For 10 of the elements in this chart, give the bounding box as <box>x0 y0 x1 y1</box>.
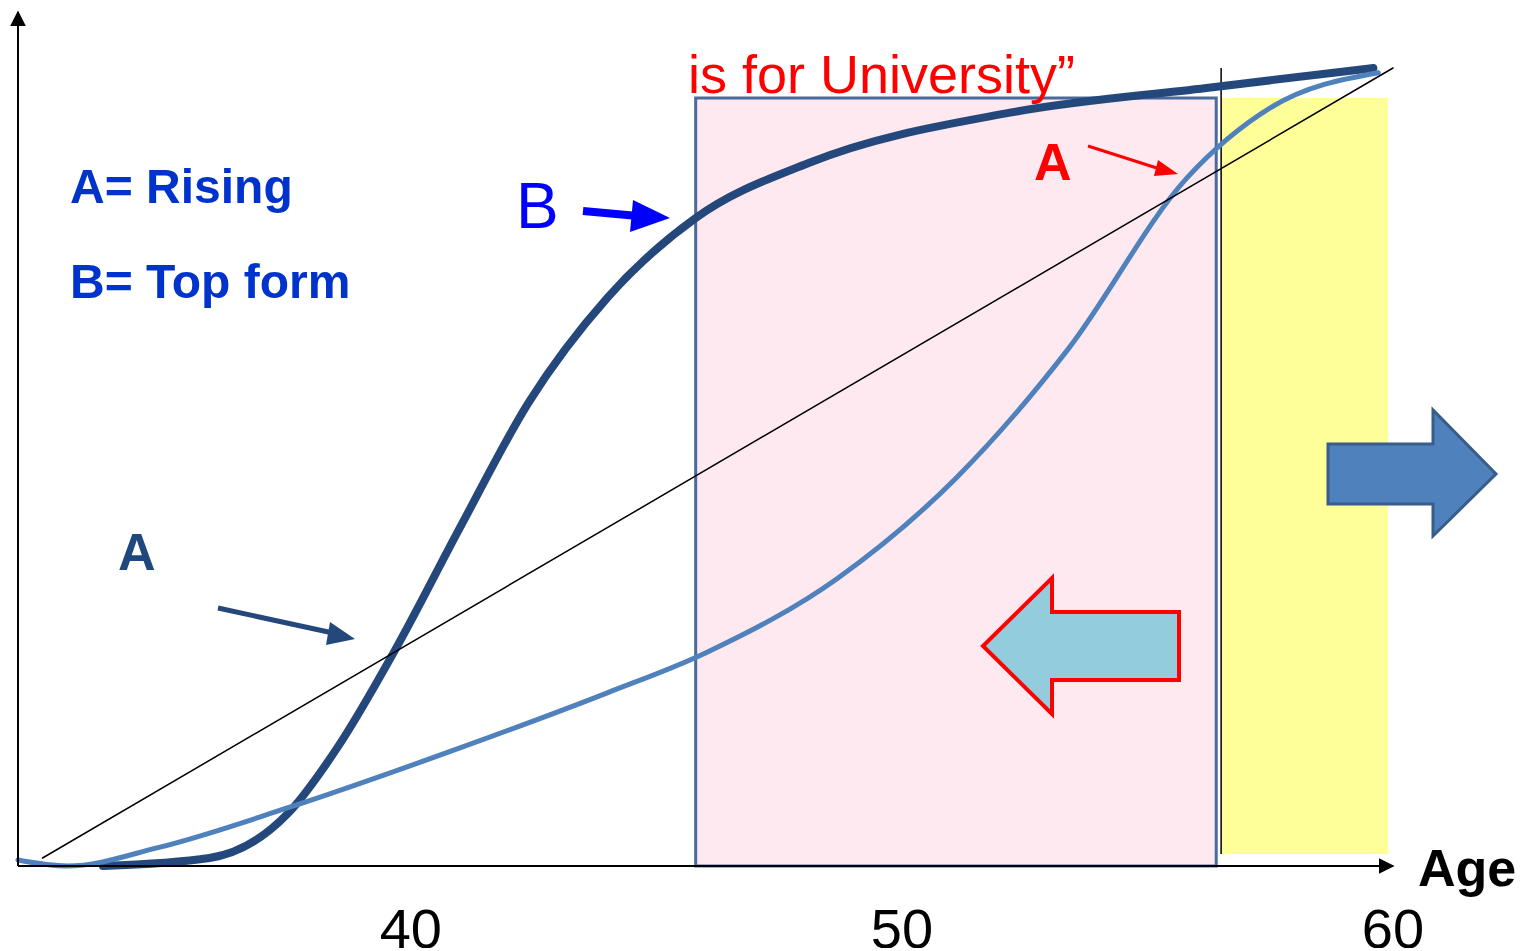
annotation: is for University” <box>688 44 1076 104</box>
x-tick-label: 60 <box>1361 897 1425 951</box>
annotation: A= Rising <box>70 160 293 213</box>
annotation: A <box>1034 133 1072 191</box>
x-tick-label: 50 <box>870 897 934 951</box>
annotation: B <box>516 170 559 242</box>
annotation: A <box>118 523 156 581</box>
x-tick-label: 40 <box>379 897 443 951</box>
x-axis-title: Age <box>1418 839 1517 897</box>
annotation: B= Top form <box>70 255 351 308</box>
